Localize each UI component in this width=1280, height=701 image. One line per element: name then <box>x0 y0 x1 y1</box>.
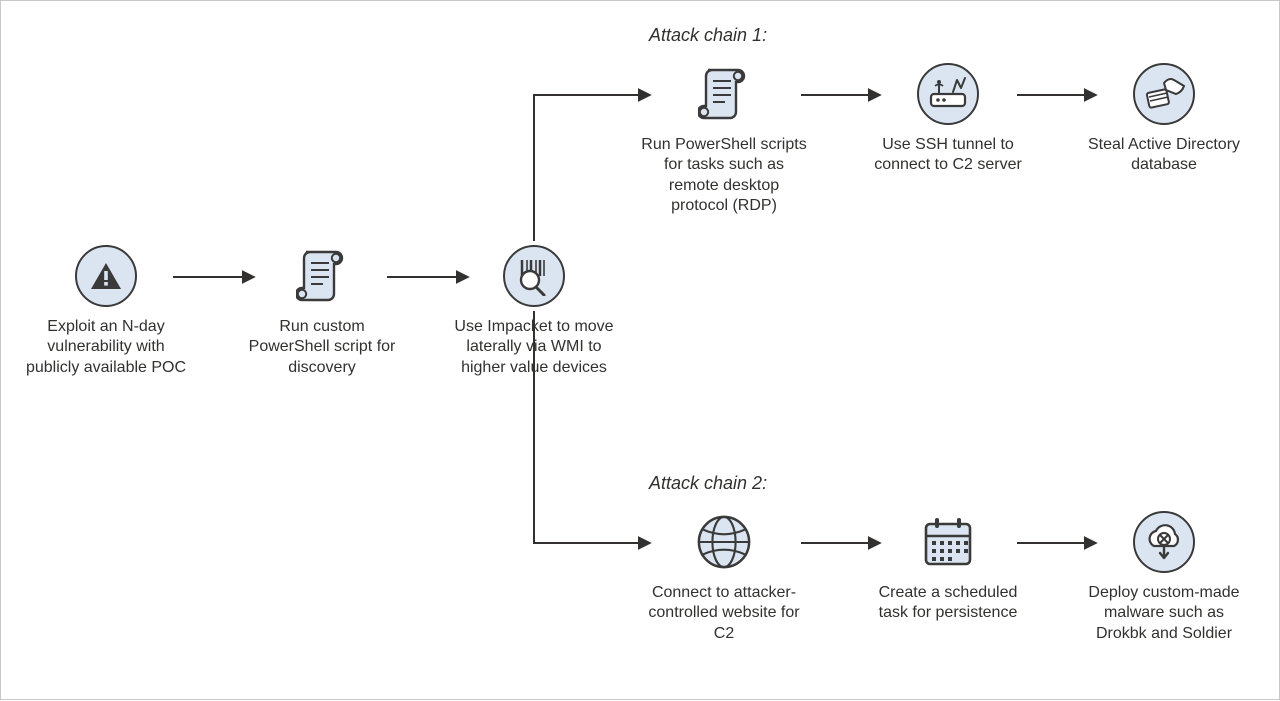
edges-layer <box>1 1 1280 701</box>
diagram-frame: Attack chain 1: Attack chain 2: Exploit … <box>0 0 1280 700</box>
edge-imp-c2a <box>534 311 649 543</box>
edge-imp-c1a <box>534 95 649 241</box>
